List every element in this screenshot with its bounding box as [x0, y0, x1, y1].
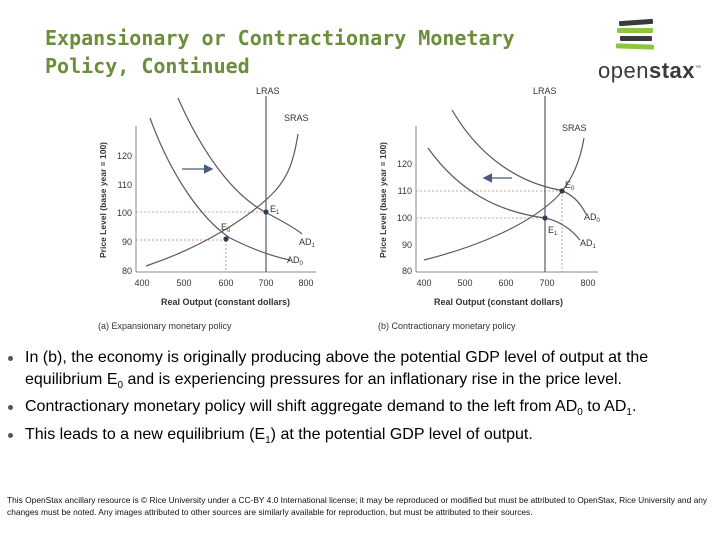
panel-b-x-label: Real Output (constant dollars) [434, 297, 563, 307]
panel-b-ad0-curve [451, 109, 587, 215]
panel-b-sras-curve [423, 137, 585, 261]
panel-a-expansionary: 120 110 100 90 80 400 500 600 700 800 Re… [98, 86, 316, 331]
panel-b-y-tick: 120 [397, 159, 412, 169]
monetary-policy-figure: 120 110 100 90 80 400 500 600 700 800 Re… [98, 86, 601, 331]
panel-a-e0-point [223, 236, 229, 242]
panel-b-ad1-label: AD1 [580, 238, 597, 250]
panel-a-e1-main: E [270, 204, 276, 214]
list-item: This leads to a new equilibrium (E1) at … [8, 424, 713, 452]
panel-a-e1-sub: 1 [276, 210, 280, 216]
panel-a-caption: (a) Expansionary monetary policy [98, 321, 232, 331]
panel-a-y-tick: 110 [118, 180, 132, 190]
panel-b-x-tick: 500 [457, 278, 472, 288]
panel-b-x-tick: 800 [580, 278, 595, 288]
panel-a-ad0-sub: 0 [300, 261, 304, 267]
panel-b-e0-main: E [565, 180, 571, 190]
slide-title-line-2: Policy, Continued [45, 54, 250, 78]
panel-a-x-tick: 700 [258, 278, 273, 288]
panel-b-ad1-main: AD [580, 238, 593, 248]
panel-a-x-tick: 600 [218, 278, 233, 288]
panel-b-ad0-label: AD0 [584, 212, 601, 224]
panel-a-ad0-curve [149, 117, 291, 261]
panel-b-e1-point [542, 215, 548, 221]
panel-b-e0-point [559, 188, 565, 194]
panel-b-e1-main: E [548, 225, 554, 235]
panel-b-caption: (b) Contractionary monetary policy [378, 321, 516, 331]
panel-a-e1-label: E1 [270, 204, 280, 216]
panel-b-e1-sub: 1 [554, 231, 558, 237]
bullet-2-text-mid: to AD [582, 398, 627, 416]
panel-b-ad1-curve [427, 147, 581, 241]
panel-b-ad1-sub: 1 [593, 244, 597, 250]
panel-a-y-tick: 100 [117, 208, 132, 218]
panel-b-e1-label: E1 [548, 225, 558, 237]
bullet-2-text-a: Contractionary monetary policy will shif… [25, 398, 578, 416]
panel-a-y-tick: 120 [117, 151, 132, 161]
panel-a-ad1-label: AD1 [299, 237, 316, 249]
slide-title: Expansionary or Contractionary Monetary … [45, 24, 605, 80]
panel-a-y-tick: 90 [122, 237, 132, 247]
panel-a-ad1-curve [177, 97, 303, 235]
panel-b-x-tick: 400 [416, 278, 431, 288]
bullet-3-text-a: This leads to a new equilibrium (E [25, 425, 266, 443]
bullet-1-text-b: and is experiencing pressures for an inf… [123, 370, 622, 388]
panel-a-ad1-sub: 1 [312, 243, 316, 249]
panel-b-e0-sub: 0 [571, 186, 575, 192]
list-item: In (b), the economy is originally produc… [8, 347, 713, 396]
panel-b-y-tick: 100 [397, 213, 412, 223]
panel-b-e0-label: E0 [565, 180, 575, 192]
bullet-2-text-b: . [631, 398, 637, 416]
logo-text-open: open [598, 58, 649, 83]
panel-b-ad0-sub: 0 [597, 218, 601, 224]
bullet-3-text-b: ) at the potential GDP level of output. [270, 425, 533, 443]
panel-a-y-tick: 80 [122, 266, 132, 276]
license-footer: This OpenStax ancillary resource is © Ri… [7, 495, 708, 517]
panel-b-ad0-main: AD [584, 212, 597, 222]
bullet-3-sub: 1 [265, 435, 271, 447]
panel-a-y-label: Price Level (base year = 100) [98, 142, 108, 258]
panel-a-ad0-label: AD0 [287, 255, 304, 267]
panel-a-ad1-main: AD [299, 237, 312, 247]
logo-text-stax: stax [648, 58, 695, 83]
bullet-1-text-a: In (b), the economy is originally produc… [25, 349, 649, 388]
bullet-2-sub-2: 1 [626, 407, 632, 419]
panel-b-y-tick: 110 [398, 186, 412, 196]
panel-b-x-tick: 600 [498, 278, 513, 288]
panel-a-lras-label: LRAS [256, 86, 280, 96]
panel-a-ad0-main: AD [287, 255, 300, 265]
panel-a-x-tick: 400 [134, 278, 149, 288]
panel-b-contractionary: 120 110 100 90 80 400 500 600 700 800 Re… [378, 86, 601, 331]
openstax-logo: openstax™ [598, 58, 702, 84]
panel-a-x-label: Real Output (constant dollars) [161, 297, 290, 307]
list-item: Contractionary monetary policy will shif… [8, 396, 713, 424]
panel-b-sras-label: SRAS [562, 123, 587, 133]
bullet-list: In (b), the economy is originally produc… [8, 347, 713, 452]
bullet-2-sub: 0 [577, 407, 583, 419]
panel-b-x-tick: 700 [539, 278, 554, 288]
slide-title-line-1: Expansionary or Contractionary Monetary [45, 26, 515, 50]
panel-b-y-label: Price Level (base year = 100) [378, 142, 388, 258]
panel-b-lras-label: LRAS [533, 86, 557, 96]
panel-a-x-tick: 500 [176, 278, 191, 288]
panel-a-e0-main: E [221, 222, 227, 232]
panel-b-y-tick: 90 [402, 240, 412, 250]
openstax-book-stack-icon [615, 18, 655, 50]
panel-a-sras-label: SRAS [284, 113, 309, 123]
panel-a-e0-sub: 0 [227, 228, 231, 234]
bullet-1-sub: 0 [117, 379, 124, 391]
panel-a-e0-label: E0 [221, 222, 231, 234]
panel-a-e1-point [263, 209, 269, 215]
panel-a-sras-curve [145, 133, 299, 267]
panel-b-y-tick: 80 [402, 266, 412, 276]
logo-trademark: ™ [695, 65, 702, 72]
panel-a-x-tick: 800 [298, 278, 313, 288]
